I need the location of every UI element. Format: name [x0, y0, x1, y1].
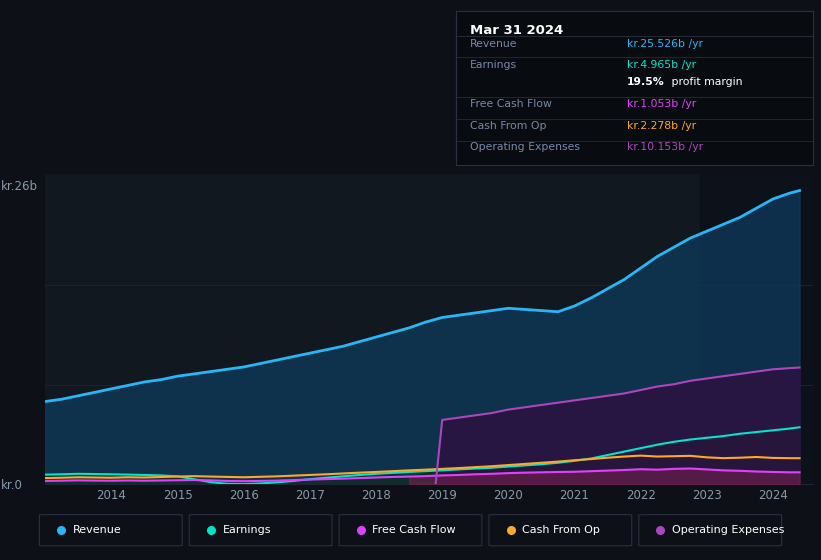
Text: Cash From Op: Cash From Op — [470, 120, 547, 130]
FancyBboxPatch shape — [489, 515, 631, 546]
Bar — [700, 174, 813, 484]
Text: Free Cash Flow: Free Cash Flow — [372, 525, 456, 535]
FancyBboxPatch shape — [339, 515, 482, 546]
FancyBboxPatch shape — [190, 515, 332, 546]
Text: Revenue: Revenue — [470, 39, 517, 49]
Text: profit margin: profit margin — [668, 77, 743, 87]
FancyBboxPatch shape — [639, 515, 782, 546]
Text: Mar 31 2024: Mar 31 2024 — [470, 24, 563, 36]
Text: kr.4.965b /yr: kr.4.965b /yr — [627, 60, 696, 71]
Text: Operating Expenses: Operating Expenses — [470, 142, 580, 152]
Text: kr.25.526b /yr: kr.25.526b /yr — [627, 39, 703, 49]
Text: Revenue: Revenue — [72, 525, 122, 535]
Text: kr.2.278b /yr: kr.2.278b /yr — [627, 120, 696, 130]
Text: Cash From Op: Cash From Op — [522, 525, 600, 535]
Text: Free Cash Flow: Free Cash Flow — [470, 99, 552, 109]
Text: Earnings: Earnings — [470, 60, 517, 71]
Text: kr.10.153b /yr: kr.10.153b /yr — [627, 142, 704, 152]
Text: Earnings: Earnings — [222, 525, 271, 535]
Text: Operating Expenses: Operating Expenses — [672, 525, 784, 535]
Text: kr.1.053b /yr: kr.1.053b /yr — [627, 99, 696, 109]
Text: 19.5%: 19.5% — [627, 77, 665, 87]
FancyBboxPatch shape — [39, 515, 182, 546]
